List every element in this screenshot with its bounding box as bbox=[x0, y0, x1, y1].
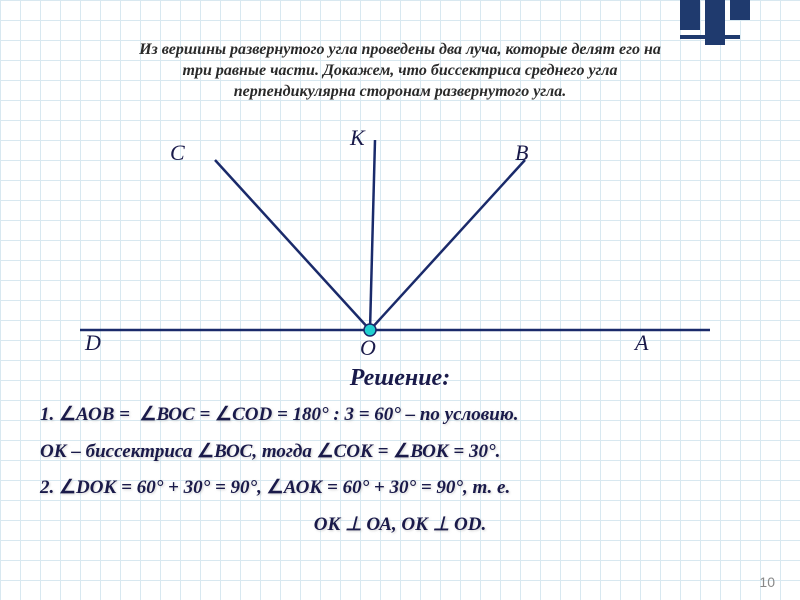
ray-ok bbox=[370, 140, 375, 330]
geometry-diagram: C K B D O A bbox=[30, 130, 770, 350]
label-d: D bbox=[85, 330, 101, 356]
diagram-svg bbox=[30, 130, 770, 350]
deco-bar bbox=[730, 0, 750, 20]
angle-icon: ∠ bbox=[59, 477, 76, 498]
angle-icon: ∠ bbox=[267, 477, 284, 498]
label-c: C bbox=[170, 140, 185, 166]
ray-oc bbox=[215, 160, 370, 330]
angle-icon: ∠ bbox=[59, 404, 76, 425]
solution-block: Решение: 1. ∠АОВ = ∠ВОС = ∠СОD = 180° : … bbox=[40, 365, 760, 548]
label-k: K bbox=[350, 125, 365, 151]
problem-statement: Из вершины развернутого угла проведены д… bbox=[70, 40, 730, 102]
solution-line-1: 1. ∠АОВ = ∠ВОС = ∠СОD = 180° : 3 = 60° –… bbox=[40, 402, 760, 429]
angle-icon: ∠ bbox=[393, 441, 410, 462]
angle-icon: ∠ bbox=[215, 404, 232, 425]
solution-title: Решение: bbox=[40, 365, 760, 392]
solution-line-4: ОК ⊥ ОА, ОК ⊥ ОD. bbox=[40, 512, 760, 539]
solution-line-3: 2. ∠DОК = 60° + 30° = 90°, ∠АОК = 60° + … bbox=[40, 475, 760, 502]
problem-line-2: три равные части. Докажем, что биссектри… bbox=[183, 62, 618, 79]
solution-line-2: ОК – биссектриса ∠ВОС, тогда ∠СОК = ∠ВОК… bbox=[40, 439, 760, 466]
label-o: O bbox=[360, 335, 376, 361]
page-number: 10 bbox=[759, 574, 775, 590]
ray-ob bbox=[370, 160, 525, 330]
angle-icon: ∠ bbox=[197, 441, 214, 462]
problem-line-1: Из вершины развернутого угла проведены д… bbox=[139, 41, 661, 58]
label-a: A bbox=[635, 330, 648, 356]
problem-line-3: перпендикулярна сторонам развернутого уг… bbox=[234, 83, 566, 100]
deco-bar bbox=[680, 0, 700, 30]
label-b: B bbox=[515, 140, 528, 166]
angle-icon: ∠ bbox=[317, 441, 334, 462]
angle-icon: ∠ bbox=[139, 404, 156, 425]
deco-bar bbox=[680, 35, 740, 39]
